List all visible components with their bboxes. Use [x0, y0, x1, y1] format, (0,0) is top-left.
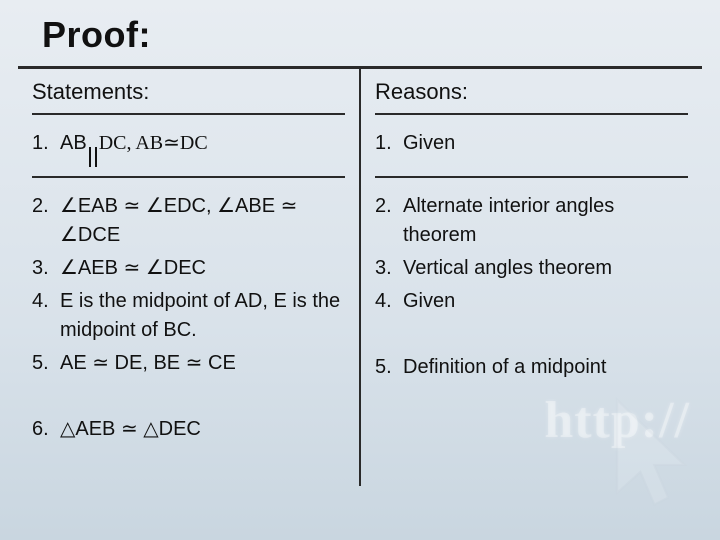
item-content: ∠AEB ≃ ∠DEC — [60, 254, 345, 283]
reasons-column: Reasons: 1.Given 2.Alternate interior an… — [361, 69, 702, 486]
item-number: 4. — [375, 287, 403, 316]
item-number: 2. — [32, 192, 60, 221]
item-number: 4. — [32, 287, 60, 316]
list-item: 5.Definition of a midpoint — [375, 353, 688, 382]
item-content: Given — [403, 287, 688, 316]
statements-list-1: 1.ABDC, AB≃DC — [32, 129, 345, 158]
statements-row-2: 2.∠EAB ≃ ∠EDC, ∠ABE ≃ ∠DCE3.∠AEB ≃ ∠DEC4… — [32, 178, 345, 462]
list-item: 2.∠EAB ≃ ∠EDC, ∠ABE ≃ ∠DCE — [32, 192, 345, 250]
item-content: Given — [403, 129, 688, 158]
item-number: 2. — [375, 192, 403, 221]
list-item — [375, 320, 688, 349]
item-number: 5. — [32, 349, 60, 378]
list-item: 4.E is the midpoint of AD, E is the midp… — [32, 287, 345, 345]
reasons-row-1: 1.Given — [375, 115, 688, 178]
list-item — [32, 382, 345, 411]
statements-row-1: 1.ABDC, AB≃DC — [32, 115, 345, 178]
reasons-row-2: 2.Alternate interior angles theorem3.Ver… — [375, 178, 688, 400]
title-bar: Proof: — [18, 0, 702, 69]
statements-header-cell: Statements: — [32, 69, 345, 115]
item-number: 3. — [32, 254, 60, 283]
list-item: 4.Given — [375, 287, 688, 316]
item-content — [60, 382, 345, 411]
statements-column: Statements: 1.ABDC, AB≃DC 2.∠EAB ≃ ∠EDC,… — [18, 69, 361, 486]
item-number: 5. — [375, 353, 403, 382]
item-content — [403, 320, 688, 349]
item-content: AE ≃ DE, BE ≃ CE — [60, 349, 345, 378]
reasons-list-1: 1.Given — [375, 129, 688, 158]
list-item: 3.Vertical angles theorem — [375, 254, 688, 283]
page-title: Proof: — [42, 14, 678, 56]
list-item: 1.Given — [375, 129, 688, 158]
item-content: ABDC, AB≃DC — [60, 129, 345, 158]
item-content: Vertical angles theorem — [403, 254, 688, 283]
list-item: 2.Alternate interior angles theorem — [375, 192, 688, 250]
list-item: 6.△AEB ≃ △DEC — [32, 415, 345, 444]
item-content: △AEB ≃ △DEC — [60, 415, 345, 444]
item-number: 1. — [32, 129, 60, 158]
statements-header: Statements: — [32, 79, 345, 105]
item-number: 3. — [375, 254, 403, 283]
item-content: Definition of a midpoint — [403, 353, 688, 382]
list-item: 5.AE ≃ DE, BE ≃ CE — [32, 349, 345, 378]
list-item: 1.ABDC, AB≃DC — [32, 129, 345, 158]
item-number: 6. — [32, 415, 60, 444]
item-content: Alternate interior angles theorem — [403, 192, 688, 250]
reasons-list-2: 2.Alternate interior angles theorem3.Ver… — [375, 192, 688, 382]
item-content: E is the midpoint of AD, E is the midpoi… — [60, 287, 345, 345]
reasons-header-cell: Reasons: — [375, 69, 688, 115]
list-item: 3.∠AEB ≃ ∠DEC — [32, 254, 345, 283]
proof-table: Statements: 1.ABDC, AB≃DC 2.∠EAB ≃ ∠EDC,… — [18, 69, 702, 486]
item-number: 1. — [375, 129, 403, 158]
item-content: ∠EAB ≃ ∠EDC, ∠ABE ≃ ∠DCE — [60, 192, 345, 250]
statements-list-2: 2.∠EAB ≃ ∠EDC, ∠ABE ≃ ∠DCE3.∠AEB ≃ ∠DEC4… — [32, 192, 345, 444]
reasons-header: Reasons: — [375, 79, 688, 105]
